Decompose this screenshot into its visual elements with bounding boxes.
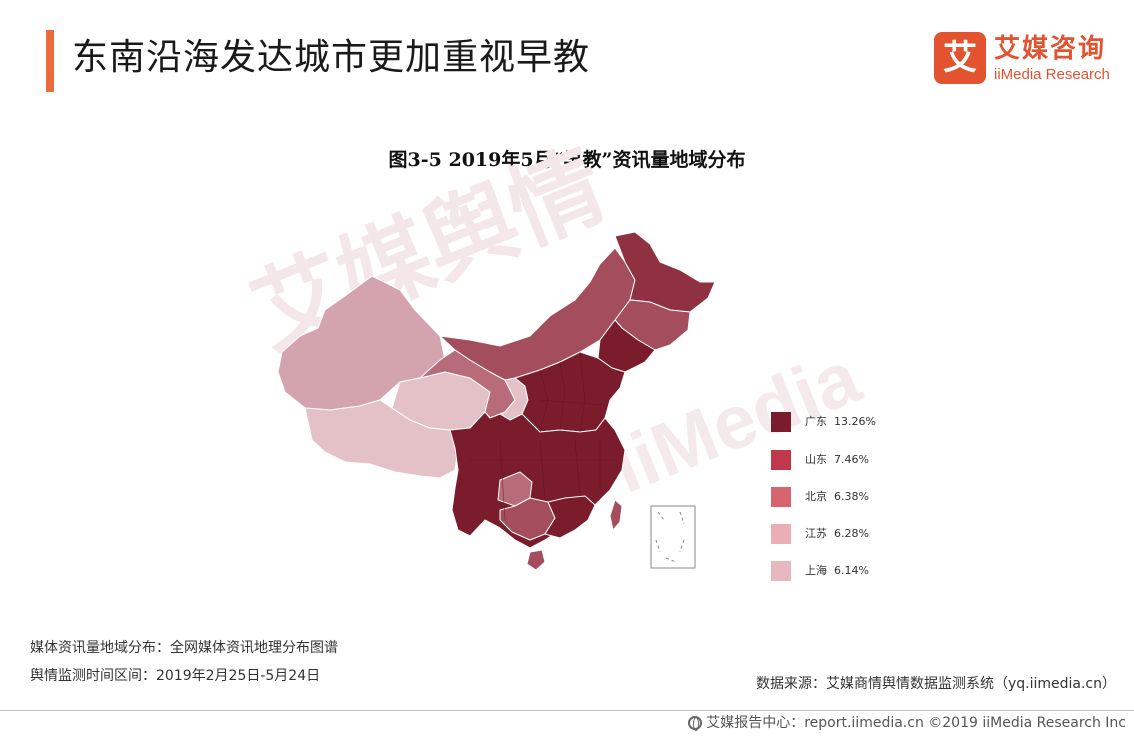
legend-label: 广东 13.26%: [805, 415, 876, 428]
legend-item: 山东 7.46%: [771, 450, 931, 470]
legend-item: 北京 6.38%: [771, 487, 931, 507]
region-heilongjiang: [614, 231, 716, 313]
footer-time-range: 舆情监测时间区间：2019年2月25日-5月24日: [30, 668, 321, 684]
logo-name-en: iiMedia Research: [994, 66, 1110, 83]
legend-swatch: [771, 561, 791, 581]
legend-swatch: [771, 412, 791, 432]
legend-swatch: [771, 524, 791, 544]
logo-glyph: 艾: [943, 38, 977, 78]
page-title: 东南沿海发达城市更加重视早教: [72, 37, 591, 78]
south-china-sea-inset: [650, 505, 696, 569]
region-taiwan: [609, 499, 623, 531]
legend-label: 山东 7.46%: [805, 453, 869, 466]
legend-label: 上海 6.14%: [805, 564, 869, 577]
iimedia-logo: 艾 艾媒咨询 iiMedia Research: [934, 32, 1120, 88]
globe-icon: [688, 716, 703, 731]
legend-label: 北京 6.38%: [805, 490, 869, 503]
footer-divider: [0, 710, 1134, 711]
chart-title: 图3-5 2019年5月“早教”资讯量地域分布: [388, 149, 746, 171]
legend-item: 上海 6.14%: [771, 561, 931, 581]
legend-swatch: [771, 450, 791, 470]
data-source: 数据来源：艾媒商情舆情数据监测系统（yq.iimedia.cn）: [755, 676, 1116, 692]
region-hainan: [526, 549, 546, 571]
logo-name-cn: 艾媒咨询: [994, 34, 1107, 64]
report-center-bar: 艾媒报告中心：report.iimedia.cn ©2019 iiMedia R…: [688, 713, 1126, 733]
legend-swatch: [771, 487, 791, 507]
legend-label: 江苏 6.28%: [805, 527, 869, 540]
footer-description: 媒体资讯量地域分布：全网媒体资讯地理分布图谱: [30, 640, 338, 656]
logo-box: [934, 32, 986, 84]
title-accent-bar: [46, 30, 54, 92]
report-center-text[interactable]: 艾媒报告中心：report.iimedia.cn ©2019 iiMedia R…: [706, 715, 1126, 731]
legend-item: 江苏 6.28%: [771, 524, 931, 544]
region-guangdong: [544, 495, 596, 539]
legend-item: 广东 13.26%: [771, 412, 931, 432]
